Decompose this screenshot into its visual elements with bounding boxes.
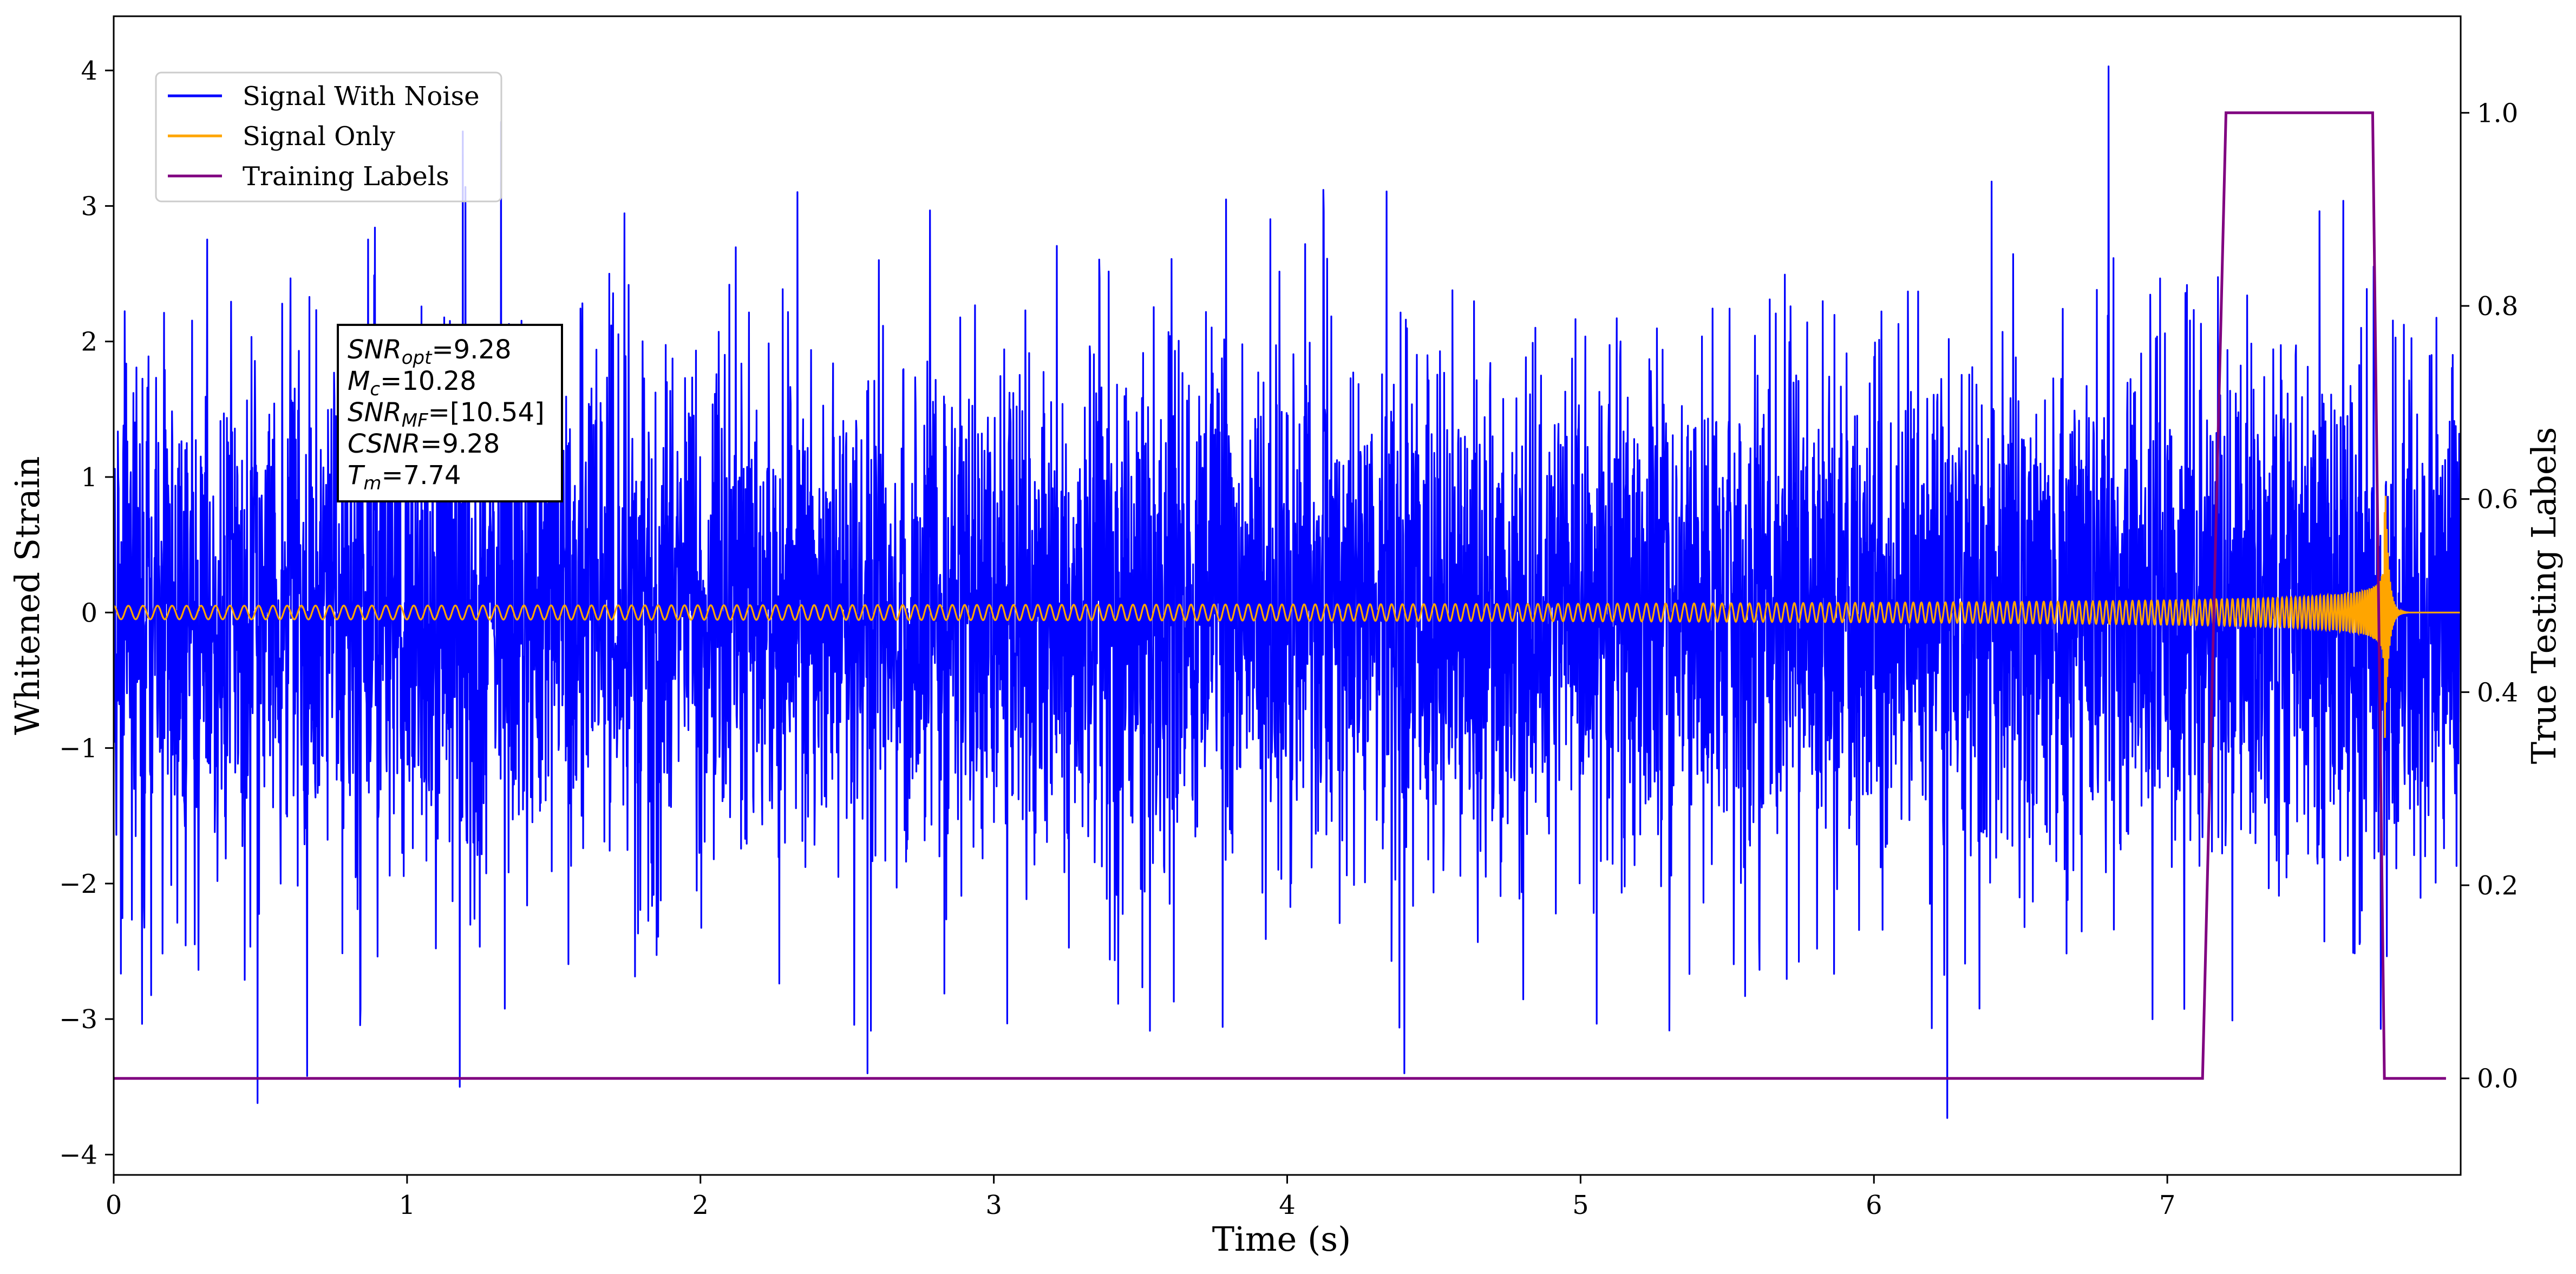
- legend-label-training-labels: Training Labels: [243, 161, 449, 192]
- y-tick-label-left: 3: [81, 191, 97, 221]
- x-tick-label: 5: [1572, 1190, 1589, 1220]
- legend-label-signal-with-noise: Signal With Noise: [243, 81, 480, 112]
- x-tick-label: 6: [1866, 1190, 1882, 1220]
- x-tick-label: 4: [1279, 1190, 1296, 1220]
- x-tick-label: 2: [692, 1190, 709, 1220]
- y-tick-label-left: −1: [59, 734, 97, 764]
- y-tick-label-right: 0.8: [2477, 291, 2518, 322]
- annotation-snr-mf: SNRMF=[10.54]: [348, 397, 545, 432]
- y-tick-label-right: 0.4: [2477, 677, 2518, 708]
- x-axis-title: Time (s): [1212, 1219, 1351, 1259]
- series-layer: [114, 66, 2461, 1119]
- y-axis-title-right: True Testing Labels: [2524, 427, 2564, 765]
- y-tick-label-right: 0.0: [2477, 1064, 2518, 1094]
- series-line-signal-with-noise: [114, 66, 2461, 1119]
- y-tick-label-left: 2: [81, 327, 97, 357]
- x-axis: 0 1 2 3 4 5 6 7: [106, 1175, 2176, 1220]
- legend-frame: [155, 71, 502, 202]
- y-tick-label-right: 1.0: [2477, 98, 2518, 128]
- annotation-snr-opt: SNRopt=9.28: [348, 335, 512, 369]
- annotation-merger-time: Tm=7.74: [348, 460, 461, 494]
- legend-label-signal-only: Signal Only: [243, 121, 395, 152]
- y-tick-label-left: −2: [59, 869, 97, 899]
- y-axis-title-left: Whitened Strain: [8, 456, 47, 735]
- x-tick-label: 0: [106, 1190, 122, 1220]
- y-tick-label-right: 0.6: [2477, 485, 2518, 515]
- y-tick-label-left: 0: [81, 598, 97, 628]
- y-tick-label-left: −4: [59, 1140, 97, 1170]
- y-tick-label-left: 1: [81, 462, 97, 493]
- legend: Signal With Noise Signal Only Training L…: [155, 71, 502, 202]
- series-line-signal-only: [114, 495, 2461, 739]
- annotation-box: SNRopt=9.28 Mc=10.28 SNRMF=[10.54] CSNR=…: [337, 324, 563, 502]
- annotation-frame: [337, 324, 563, 502]
- annotation-chirp-mass: Mc=10.28: [348, 366, 476, 400]
- x-tick-label: 3: [985, 1190, 1002, 1220]
- y-tick-label-right: 0.2: [2477, 871, 2518, 901]
- series-line-training-labels: [114, 111, 2446, 1080]
- y-tick-label-left: 4: [81, 56, 97, 86]
- x-tick-label: 7: [2159, 1190, 2176, 1220]
- y-tick-label-left: −3: [59, 1004, 97, 1035]
- y-axis-left: −4 −3 −2 −1 0 1 2 3 4: [59, 56, 114, 1170]
- annotation-csnr: CSNR=9.28: [348, 429, 500, 459]
- y-axis-right: 0.0 0.2 0.4 0.6 0.8 1.0: [2461, 98, 2518, 1094]
- x-tick-label: 1: [399, 1190, 416, 1220]
